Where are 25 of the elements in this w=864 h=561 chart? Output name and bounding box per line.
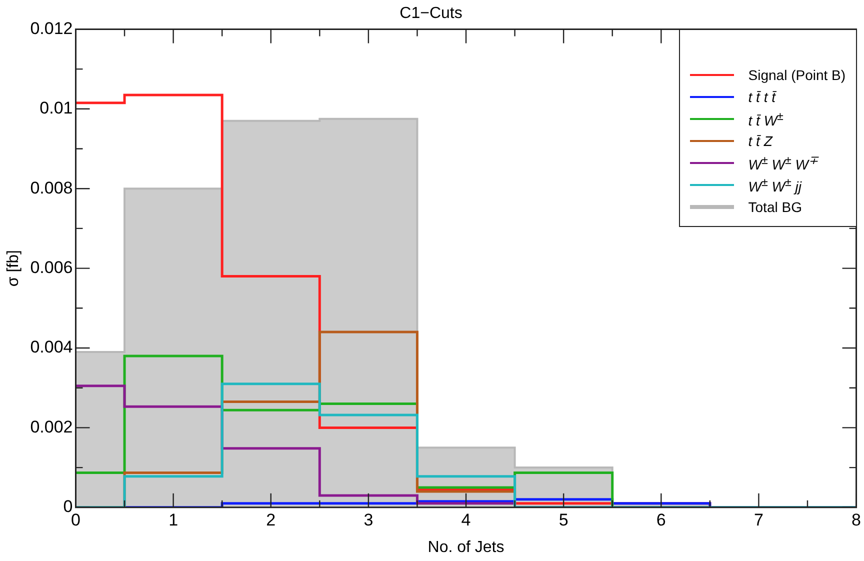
chart-title: C1−Cuts: [400, 5, 462, 22]
y-tick-label: 0.002: [30, 417, 73, 436]
legend-label: Total BG: [748, 199, 802, 216]
y-tick-label: 0.006: [30, 258, 73, 277]
x-axis-title: No. of Jets: [428, 538, 504, 556]
legend-label: Signal (Point B): [748, 67, 846, 84]
y-tick-label: 0.008: [30, 178, 73, 198]
x-tick-label: 3: [364, 510, 374, 530]
y-tick-label: 0.01: [40, 98, 73, 118]
x-tick-label: 6: [656, 510, 666, 530]
legend-label: t t̄ t t̄: [748, 89, 776, 106]
x-tick-label: 4: [461, 510, 471, 530]
legend-label: W$^{±}$ W$^{±}$ W$^{∓}$: [748, 153, 819, 174]
x-tick-label: 2: [266, 510, 276, 530]
legend-label: W$^{±}$ W$^{±}$ jj: [748, 176, 802, 195]
y-tick-label: 0: [63, 497, 73, 516]
y-axis-title: σ [fb]: [5, 250, 22, 287]
x-tick-label: 8: [852, 510, 862, 530]
x-tick-label: 7: [754, 510, 764, 530]
legend-label: t t̄ W$^{±}$: [748, 110, 784, 129]
legend-label: t t̄ Z: [748, 133, 772, 150]
x-tick-label: 1: [168, 510, 178, 530]
x-tick-label: 5: [558, 510, 568, 530]
y-tick-label: 0.004: [30, 338, 73, 357]
y-tick-label: 0.012: [30, 18, 73, 38]
